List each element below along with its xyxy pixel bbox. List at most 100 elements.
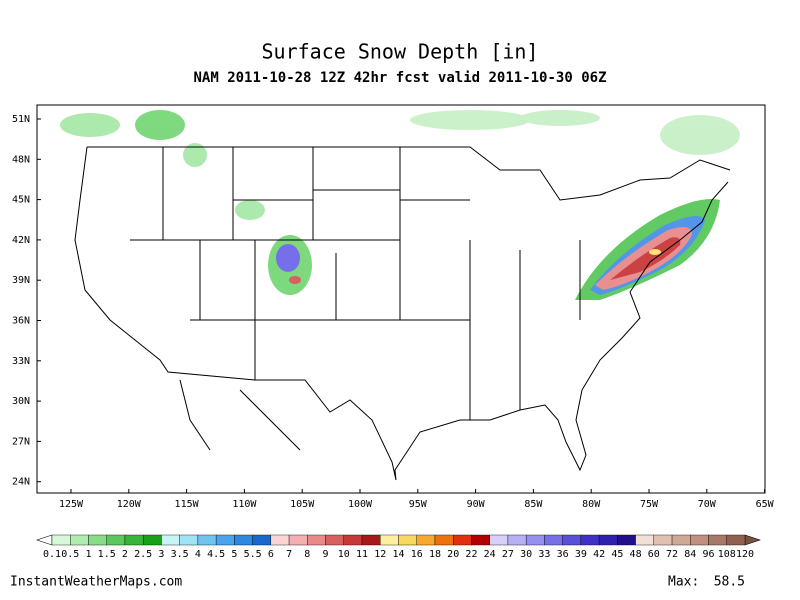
colorbar-swatch <box>142 534 162 546</box>
colorbar-swatch <box>671 534 691 546</box>
colorbar-swatch <box>708 534 727 546</box>
colorbar-swatch <box>617 534 636 546</box>
colorbar-swatch <box>215 534 235 546</box>
colorbar-label: 120 <box>736 549 754 560</box>
border <box>87 146 731 201</box>
colorbar-swatch <box>416 534 436 546</box>
colorbar-label: 5.5 <box>244 549 262 560</box>
coastline <box>74 146 729 481</box>
longitude-labels: 125W 120W 115W 110W 105W 100W 95W 90W 85W 80W 75W 7… <box>59 489 775 510</box>
colorbar-label: 20 <box>447 549 459 560</box>
colorbar-swatch <box>307 534 326 546</box>
colorbar: 0.1 0.5 1 1.5 2 2.5 3 3.5 4 4.5 5 5.5 6 7 8 9 10 11 12 14 16… <box>36 534 761 560</box>
latitude-label: 27N <box>12 436 30 447</box>
colorbar-label: 14 <box>392 549 404 560</box>
map-frame <box>36 104 766 494</box>
colorbar-swatch <box>124 534 144 546</box>
colorbar-swatch <box>598 534 618 546</box>
colorbar-label: 33 <box>538 549 550 560</box>
latitude-label: 24N <box>12 477 30 488</box>
colorbar-label: 11 <box>356 549 368 560</box>
latitude-label: 51N <box>12 114 30 125</box>
colorbar-label: 39 <box>575 549 587 560</box>
colorbar-label: 18 <box>429 549 441 560</box>
map-title: Surface Snow Depth [in] <box>262 40 539 64</box>
longitude-label: 125W <box>59 499 84 510</box>
colorbar-label: 3.5 <box>171 549 189 560</box>
latitude-label: 36N <box>12 316 30 327</box>
colorbar-swatch <box>453 534 472 546</box>
latitude-label: 39N <box>12 275 30 286</box>
colorbar-label: 5 <box>231 549 237 560</box>
longitude-label: 115W <box>175 499 200 510</box>
latitude-label: 33N <box>12 356 30 367</box>
colorbar-label: 48 <box>630 549 642 560</box>
colorbar-swatch <box>507 534 527 546</box>
colorbar-label: 36 <box>557 549 569 560</box>
colorbar-swatch <box>434 534 454 546</box>
latitude-label: 30N <box>12 396 30 407</box>
colorbar-label: 1.5 <box>98 549 116 560</box>
colorbar-swatch <box>544 534 563 546</box>
colorbar-swatch <box>471 534 490 546</box>
colorbar-label: 72 <box>666 549 678 560</box>
colorbar-swatch <box>270 534 290 546</box>
colorbar-swatch <box>398 534 417 546</box>
colorbar-swatch <box>179 534 199 546</box>
colorbar-label: 10 <box>338 549 350 560</box>
colorbar-label: 4.5 <box>207 549 225 560</box>
longitude-label: 100W <box>348 499 373 510</box>
latitude-label: 42N <box>12 235 30 246</box>
longitude-label: 65W <box>756 499 775 510</box>
max-label: Max: <box>668 575 699 590</box>
latitude-labels: 51N 48N 45N 42N 39N 36N 33N 30N 27N 24N <box>12 114 41 488</box>
longitude-label: 75W <box>640 499 659 510</box>
longitude-label: 70W <box>698 499 717 510</box>
colorbar-label: 96 <box>703 549 715 560</box>
colorbar-swatch <box>380 534 399 546</box>
colorbar-swatch <box>635 534 655 546</box>
longitude-label: 110W <box>232 499 257 510</box>
colorbar-label: 4 <box>195 549 201 560</box>
colorbar-swatch <box>690 534 709 546</box>
colorbar-swatch <box>562 534 582 546</box>
colorbar-swatch <box>70 534 89 546</box>
snow-shading <box>60 110 740 300</box>
colorbar-swatch <box>361 534 381 546</box>
mexico-outline <box>179 379 301 451</box>
colorbar-label: 22 <box>465 549 477 560</box>
colorbar-label: 1 <box>85 549 91 560</box>
colorbar-label: 9 <box>323 549 329 560</box>
colorbar-swatch <box>88 534 107 546</box>
colorbar-label: 24 <box>484 549 496 560</box>
colorbar-swatch <box>525 534 545 546</box>
colorbar-label: 0.5 <box>61 549 79 560</box>
colorbar-label: 108 <box>718 549 736 560</box>
colorbar-label: 2.5 <box>134 549 152 560</box>
colorbar-swatch <box>489 534 509 546</box>
latitude-label: 45N <box>12 195 30 206</box>
longitude-label: 80W <box>582 499 601 510</box>
colorbar-label: 3 <box>158 549 164 560</box>
colorbar-label: 30 <box>520 549 532 560</box>
colorbar-swatch <box>343 534 363 546</box>
colorbar-swatch <box>197 534 217 546</box>
colorbar-label: 16 <box>411 549 423 560</box>
longitude-label: 85W <box>524 499 543 510</box>
colorbar-swatch <box>325 534 344 546</box>
longitude-label: 105W <box>290 499 315 510</box>
colorbar-swatch <box>161 534 180 546</box>
colorbar-label: 7 <box>286 549 292 560</box>
max-value: 58.5 <box>714 575 745 590</box>
colorbar-label: 45 <box>611 549 623 560</box>
colorbar-swatch <box>234 534 253 546</box>
colorbar-label: 8 <box>304 549 310 560</box>
colorbar-label: 6 <box>268 549 274 560</box>
longitude-label: 90W <box>467 499 486 510</box>
colorbar-swatch <box>653 534 673 546</box>
latitude-label: 48N <box>12 154 30 165</box>
colorbar-swatch <box>252 534 272 546</box>
colorbar-label: 27 <box>502 549 514 560</box>
